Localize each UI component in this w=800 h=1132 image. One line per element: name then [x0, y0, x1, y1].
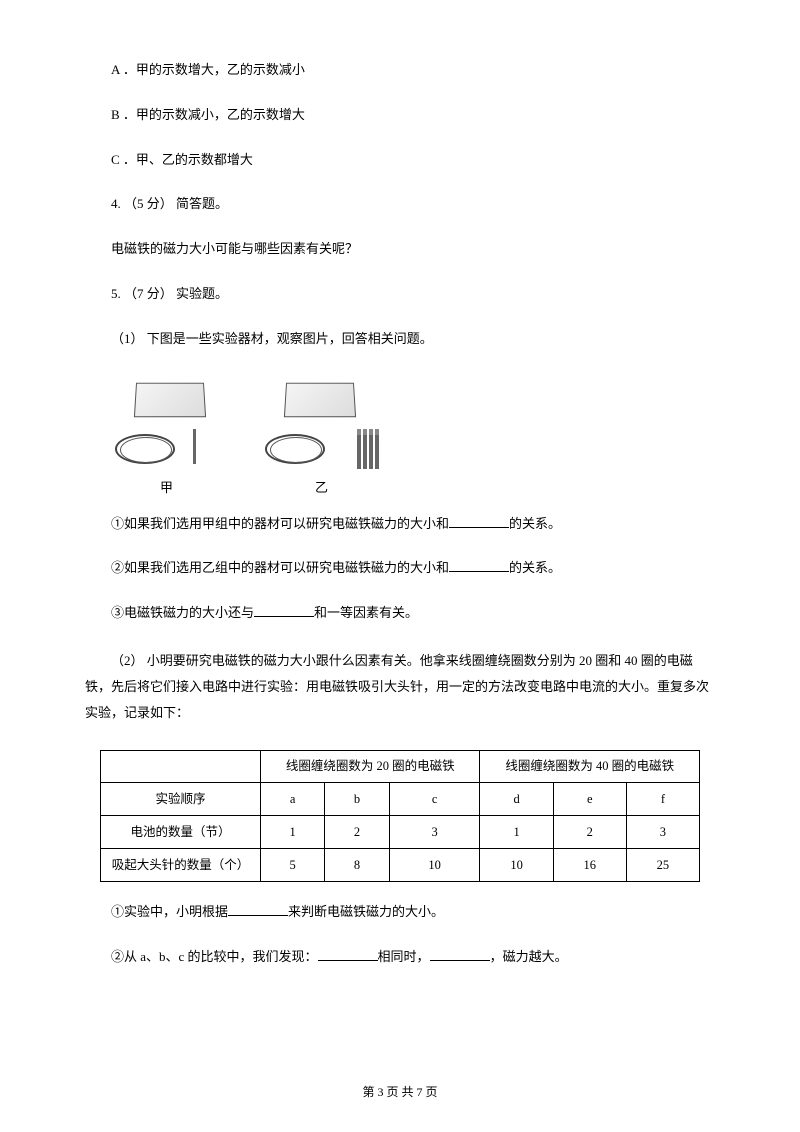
- table-cell: 3: [626, 815, 699, 848]
- q5-part1-line1: ①如果我们选用甲组中的器材可以研究电磁铁磁力的大小和 的关系。: [85, 514, 715, 535]
- group-label-left: 甲: [160, 478, 173, 499]
- text: 相同时，: [378, 949, 430, 964]
- q4-body: 电磁铁的磁力大小可能与哪些因素有关呢？: [85, 239, 715, 260]
- option-c: C ．甲、乙的示数都增大: [85, 150, 715, 171]
- table-header: 线圈缠绕圈数为 40 圈的电磁铁: [480, 750, 700, 782]
- table-header: 线圈缠绕圈数为 20 圈的电磁铁: [261, 750, 480, 782]
- text: 来判断电磁铁磁力的大小。: [288, 904, 444, 919]
- text: 和一等因素有关。: [314, 605, 418, 620]
- text: ，磁力越大。: [490, 949, 568, 964]
- table-cell: a: [261, 782, 325, 815]
- q5-part1-intro: （1） 下图是一些实验器材，观察图片，回答相关问题。: [85, 329, 715, 350]
- table-cell: b: [325, 782, 389, 815]
- text: ①如果我们选用甲组中的器材可以研究电磁铁磁力的大小和: [111, 516, 449, 531]
- table-row: 线圈缠绕圈数为 20 圈的电磁铁 线圈缠绕圈数为 40 圈的电磁铁: [101, 750, 700, 782]
- q5-part1-line2: ②如果我们选用乙组中的器材可以研究电磁铁磁力的大小和 的关系。: [85, 558, 715, 579]
- q5-part2-intro: （2） 小明要研究电磁铁的磁力大小跟什么因素有关。他拿来线圈缠绕圈数分别为 20…: [85, 648, 715, 726]
- table-cell: 2: [553, 815, 626, 848]
- q5-title: 5. （7 分） 实验题。: [85, 284, 715, 305]
- option-b: B ．甲的示数减小，乙的示数增大: [85, 105, 715, 126]
- blank: [254, 603, 314, 617]
- text: ①实验中，小明根据: [111, 904, 228, 919]
- table-cell: d: [480, 782, 553, 815]
- table-cell: 10: [480, 848, 553, 881]
- text: ③电磁铁磁力的大小还与: [111, 605, 254, 620]
- table-cell: 1: [261, 815, 325, 848]
- equipment-image: 甲 乙: [105, 374, 385, 494]
- table-cell: 吸起大头针的数量（个）: [101, 848, 261, 881]
- blank: [318, 947, 378, 961]
- q5-conclusion1: ①实验中，小明根据 来判断电磁铁磁力的大小。: [85, 902, 715, 923]
- table-cell: 实验顺序: [101, 782, 261, 815]
- table-cell: 25: [626, 848, 699, 881]
- q5-conclusion2: ②从 a、b、c 的比较中，我们发现： 相同时， ，磁力越大。: [85, 947, 715, 968]
- text: 的关系。: [509, 560, 561, 575]
- blank: [430, 947, 490, 961]
- table-cell: e: [553, 782, 626, 815]
- table-cell: 5: [261, 848, 325, 881]
- table-cell: 电池的数量（节）: [101, 815, 261, 848]
- page-footer: 第 3 页 共 7 页: [0, 1083, 800, 1102]
- q4-title: 4. （5 分） 简答题。: [85, 194, 715, 215]
- q5-part1-line3: ③电磁铁磁力的大小还与 和一等因素有关。: [85, 603, 715, 624]
- blank: [228, 902, 288, 916]
- table-cell: 8: [325, 848, 389, 881]
- experiment-table: 线圈缠绕圈数为 20 圈的电磁铁 线圈缠绕圈数为 40 圈的电磁铁 实验顺序 a…: [100, 750, 700, 882]
- table-row: 吸起大头针的数量（个） 5 8 10 10 16 25: [101, 848, 700, 881]
- text: ②从 a、b、c 的比较中，我们发现：: [111, 949, 318, 964]
- table-cell: 3: [389, 815, 480, 848]
- table-cell: 2: [325, 815, 389, 848]
- table-cell: f: [626, 782, 699, 815]
- table-cell: 1: [480, 815, 553, 848]
- blank: [449, 514, 509, 528]
- table-cell: 10: [389, 848, 480, 881]
- blank: [449, 558, 509, 572]
- text: 的关系。: [509, 516, 561, 531]
- table-cell: c: [389, 782, 480, 815]
- table-cell: 16: [553, 848, 626, 881]
- text: ②如果我们选用乙组中的器材可以研究电磁铁磁力的大小和: [111, 560, 449, 575]
- table-row: 实验顺序 a b c d e f: [101, 782, 700, 815]
- table-row: 电池的数量（节） 1 2 3 1 2 3: [101, 815, 700, 848]
- group-label-right: 乙: [315, 478, 328, 499]
- option-a: A ．甲的示数增大，乙的示数减小: [85, 60, 715, 81]
